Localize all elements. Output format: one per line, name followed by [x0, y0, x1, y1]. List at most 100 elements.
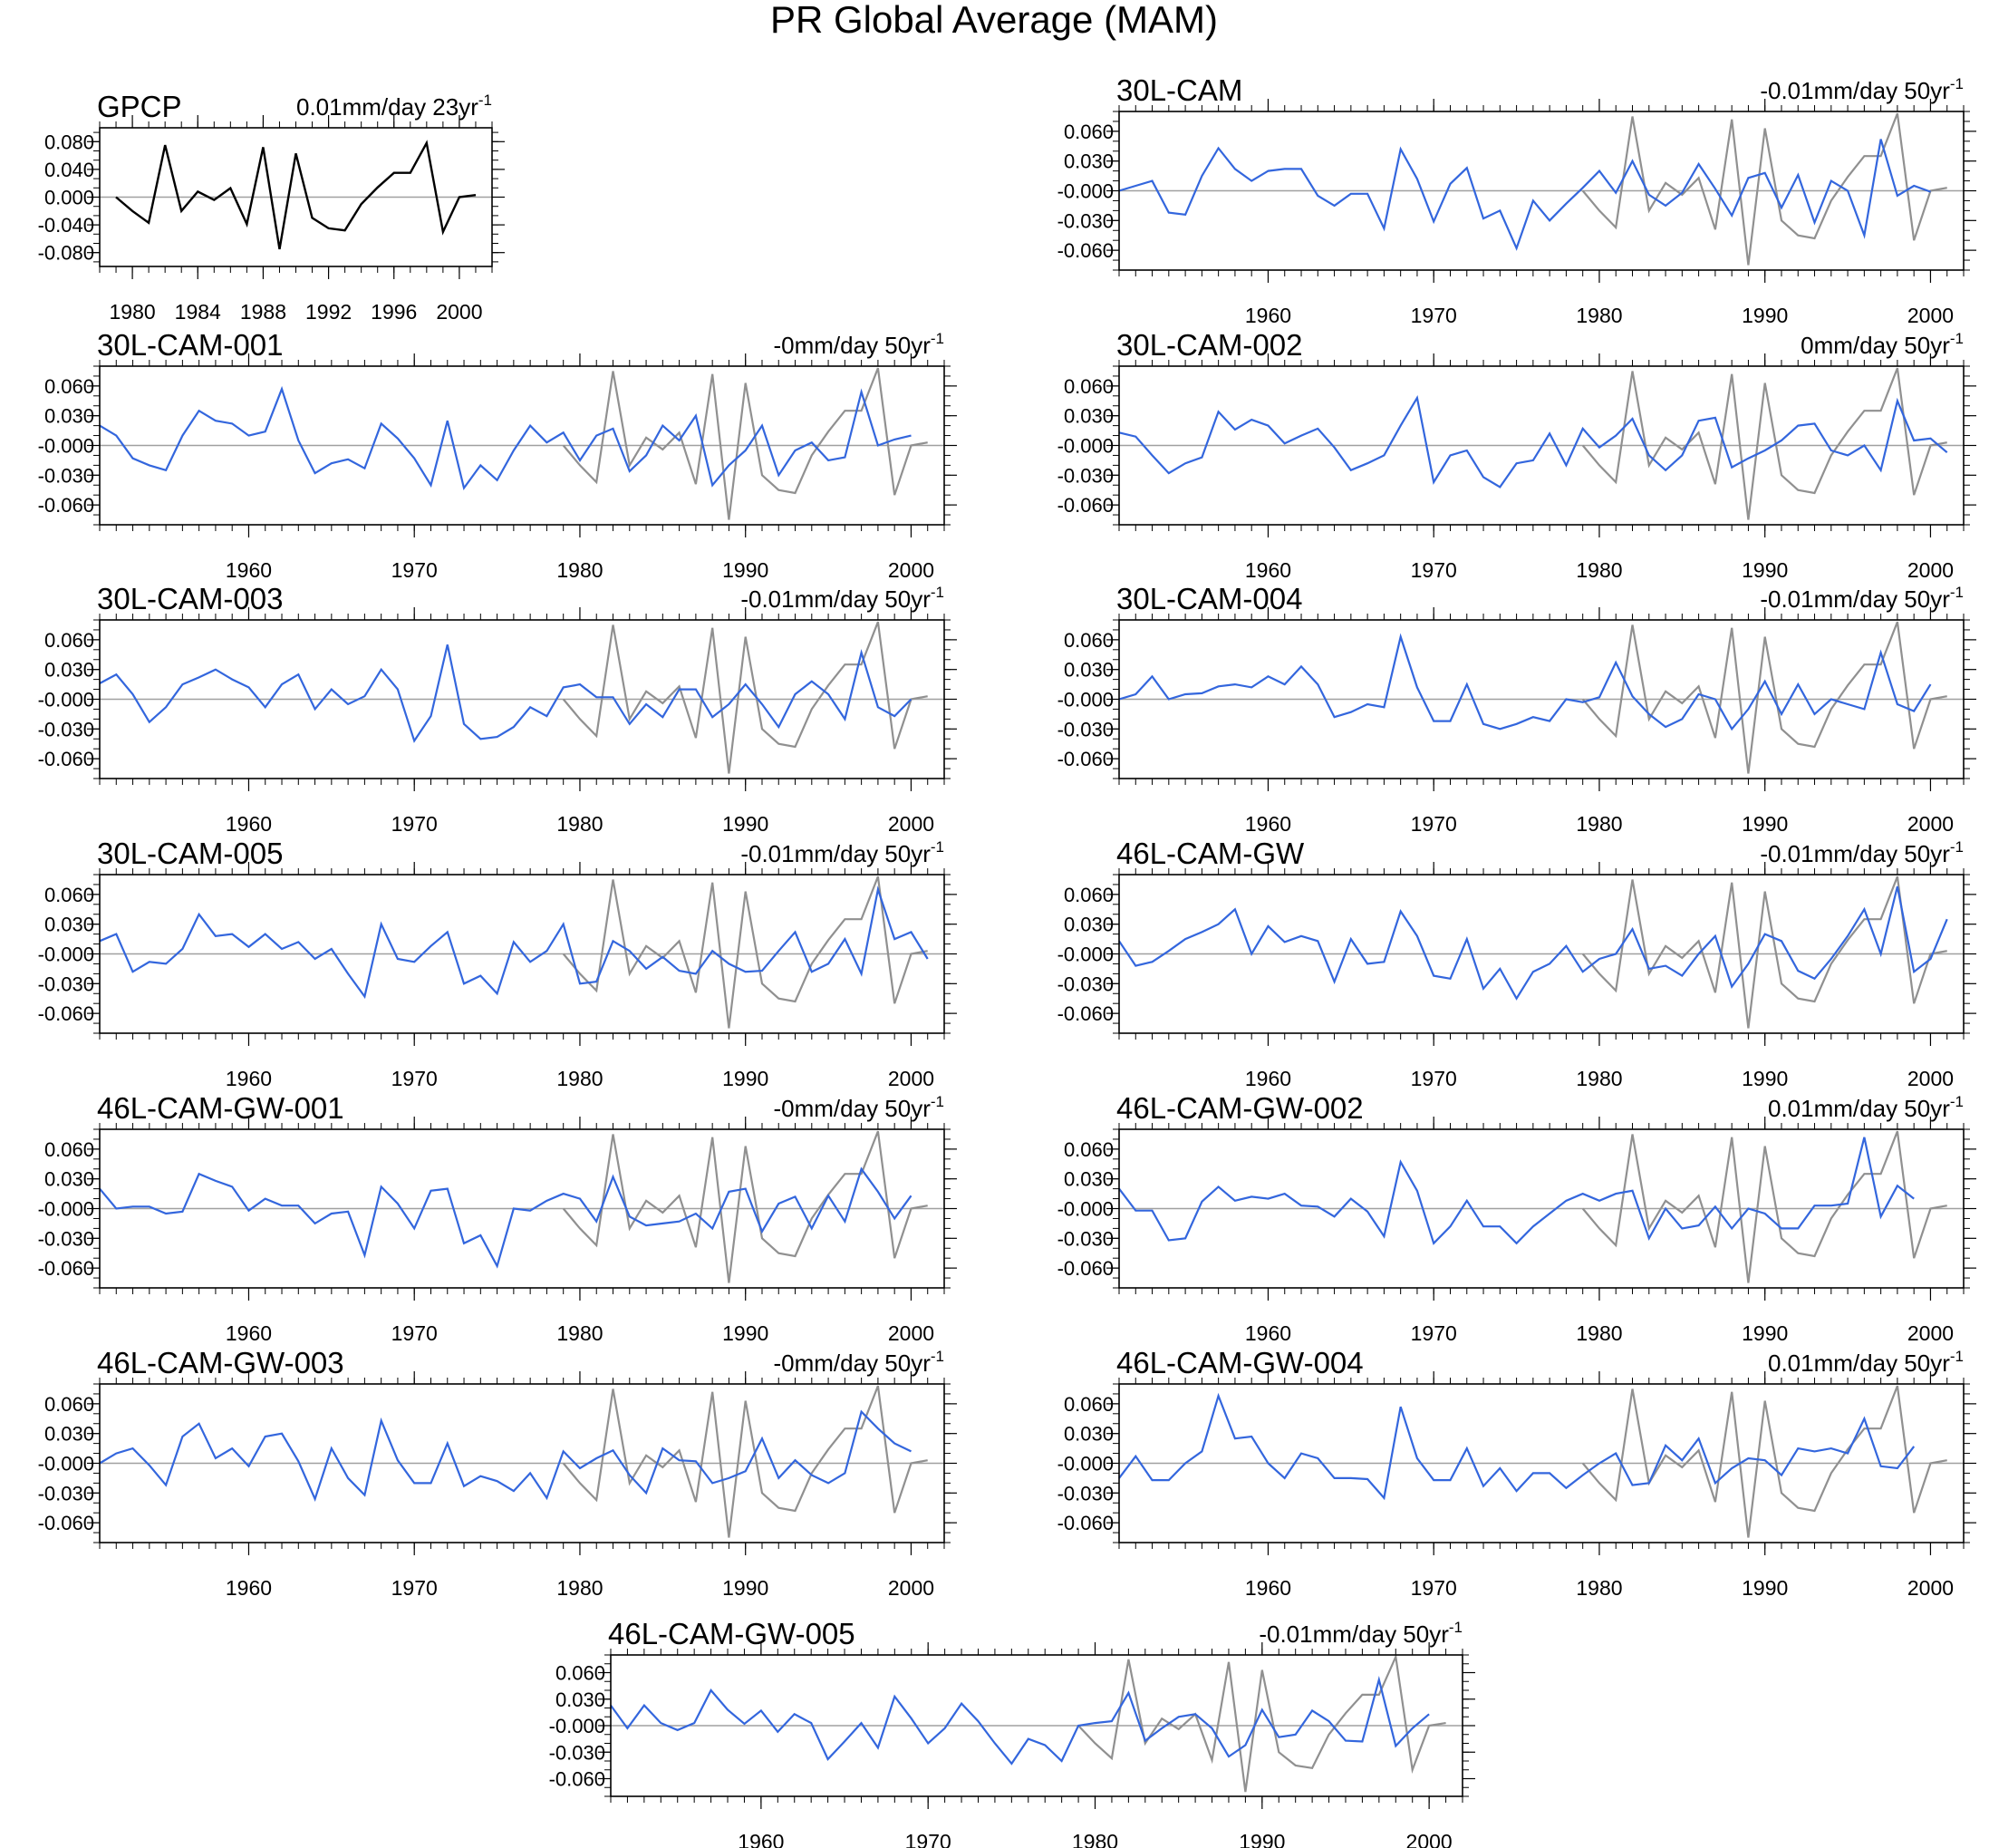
- x-tick-label: 1990: [1742, 1576, 1788, 1600]
- y-tick-label: -0.000: [1057, 180, 1114, 203]
- trend-label: -0.01mm/day 50yr-1: [1760, 838, 1964, 867]
- x-tick-label: 1970: [1411, 1576, 1457, 1600]
- x-tick-label: 1980: [556, 1576, 603, 1600]
- y-tick-label: -0.030: [38, 1227, 94, 1250]
- y-tick-label: -0.060: [38, 748, 94, 770]
- x-tick-label: 1960: [226, 558, 272, 582]
- x-tick-label: 1960: [1245, 1067, 1291, 1090]
- trend-label: 0.01mm/day 23yr-1: [296, 92, 492, 121]
- model-series-line: [610, 1675, 1430, 1766]
- model-series-line: [1118, 885, 1948, 1001]
- plot-frame: [99, 1383, 945, 1543]
- trend-value: 0.01mm/day 23yr: [296, 93, 478, 121]
- y-tick-label: 0.060: [1064, 884, 1114, 906]
- y-tick-label: -0.060: [1057, 239, 1114, 262]
- trend-exponent: -1: [1449, 1619, 1463, 1636]
- x-tick-label: 2000: [1907, 1576, 1954, 1600]
- plot-frame: [99, 1128, 945, 1289]
- y-tick-label: -0.030: [1057, 1227, 1114, 1250]
- panel-title: 30L-CAM-004: [1116, 582, 1302, 615]
- y-tick-label: 0.060: [1064, 1138, 1114, 1161]
- model-series-line: [1118, 1137, 1915, 1245]
- panels: 1980 1984 1988 1992 1996 2000 0.080 0.040 0.000 -…: [38, 73, 1976, 1848]
- y-tick-label: -0.000: [1057, 1453, 1114, 1475]
- x-tick-label: 1980: [1072, 1830, 1118, 1848]
- x-tick-label: 1992: [305, 300, 352, 324]
- x-tick-label: 1996: [371, 300, 417, 324]
- x-tick-label: 1970: [391, 1576, 438, 1600]
- trend-label: 0.01mm/day 50yr-1: [1768, 1348, 1964, 1377]
- x-tick-label: 2000: [888, 812, 934, 836]
- observed-overlay-line: [562, 876, 928, 1029]
- y-tick-label: 0.060: [44, 1393, 94, 1416]
- x-tick-label: 1980: [1576, 304, 1622, 327]
- model-series-line: [1118, 633, 1932, 731]
- model-series-line: [99, 644, 912, 743]
- y-tick-label: -0.030: [38, 464, 94, 487]
- chart-panel: 1980 1984 1988 1992 1996 2000 0.080 0.040 0.000 -…: [38, 90, 505, 324]
- y-tick-label: -0.060: [38, 1512, 94, 1534]
- observed-overlay-line: [1581, 1385, 1947, 1538]
- x-tick-label: 2000: [1907, 1321, 1954, 1345]
- trend-value: 0.01mm/day 50yr: [1768, 1350, 1950, 1377]
- trend-value: -0.01mm/day 50yr: [1760, 585, 1950, 613]
- observed-overlay-line: [1581, 1130, 1947, 1283]
- x-tick-label: 1980: [556, 558, 603, 582]
- x-tick-label: 1980: [556, 812, 603, 836]
- trend-label: 0.01mm/day 50yr-1: [1768, 1093, 1964, 1122]
- y-tick-label: 0.080: [44, 131, 94, 153]
- y-tick-label: 0.030: [1064, 1168, 1114, 1191]
- x-tick-label: 1970: [391, 558, 438, 582]
- x-tick-label: 2000: [1907, 812, 1954, 836]
- plot-frame: [1118, 1128, 1965, 1289]
- x-tick-label: 1960: [1245, 1576, 1291, 1600]
- x-tick-label: 1980: [109, 300, 155, 324]
- x-tick-label: 1980: [556, 1321, 603, 1345]
- trend-exponent: -1: [1950, 584, 1964, 601]
- y-tick-label: -0.060: [38, 1002, 94, 1025]
- observed-overlay-line: [1581, 621, 1947, 774]
- y-tick-label: -0.000: [1057, 435, 1114, 458]
- y-tick-label: 0.060: [44, 884, 94, 906]
- panel-title: 46L-CAM-GW-004: [1116, 1346, 1364, 1379]
- y-tick-label: 0.030: [44, 914, 94, 936]
- y-tick-label: 0.060: [44, 629, 94, 652]
- chart-panel: 1960 1970 1980 1990 2000 0.060 0.030 -0.000 -0.0…: [1057, 837, 1976, 1090]
- x-tick-label: 1980: [1576, 812, 1622, 836]
- x-tick-label: 1980: [1576, 558, 1622, 582]
- x-tick-label: 1970: [1411, 1321, 1457, 1345]
- y-tick-label: -0.030: [1057, 718, 1114, 740]
- y-tick-label: -0.000: [38, 435, 94, 458]
- y-tick-label: 0.000: [44, 187, 94, 209]
- y-tick-label: -0.060: [549, 1768, 605, 1791]
- y-tick-label: 0.030: [555, 1688, 605, 1711]
- trend-label: -0mm/day 50yr-1: [773, 330, 944, 359]
- y-tick-label: 0.030: [1064, 405, 1114, 428]
- trend-label: -0.01mm/day 50yr-1: [740, 584, 944, 613]
- y-tick-label: 0.060: [1064, 629, 1114, 652]
- y-tick-label: -0.030: [38, 972, 94, 995]
- trend-value: -0.01mm/day 50yr: [740, 840, 931, 867]
- x-tick-label: 1990: [1239, 1830, 1285, 1848]
- y-tick-label: 0.040: [44, 159, 94, 181]
- trend-label: -0.01mm/day 50yr-1: [1760, 584, 1964, 613]
- y-tick-label: 0.060: [1064, 1393, 1114, 1416]
- y-tick-label: -0.030: [1057, 972, 1114, 995]
- panel-title: 30L-CAM-002: [1116, 328, 1302, 362]
- panel-title: GPCP: [97, 90, 182, 123]
- x-tick-label: 1970: [391, 1321, 438, 1345]
- panel-title: 30L-CAM-005: [97, 837, 283, 870]
- observed-overlay-line: [1581, 367, 1947, 520]
- y-tick-label: 0.030: [44, 1423, 94, 1446]
- chart-panel: 1960 1970 1980 1990 2000 0.060 0.030 -0.000 -0.0…: [1057, 328, 1976, 582]
- chart-panel: 1960 1970 1980 1990 2000 0.060 0.030 -0.000 -0.0…: [38, 582, 957, 836]
- trend-label: -0.01mm/day 50yr-1: [1259, 1619, 1463, 1648]
- x-tick-label: 2000: [1907, 304, 1954, 327]
- y-tick-label: -0.060: [1057, 1002, 1114, 1025]
- x-tick-label: 1960: [226, 1321, 272, 1345]
- trend-label: -0mm/day 50yr-1: [773, 1093, 944, 1122]
- model-series-line: [1118, 1392, 1916, 1501]
- y-tick-label: 0.030: [44, 659, 94, 682]
- plot-frame: [1118, 619, 1965, 779]
- x-tick-label: 1970: [391, 1067, 438, 1090]
